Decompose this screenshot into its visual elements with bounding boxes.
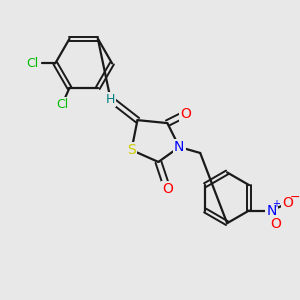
Text: N: N xyxy=(174,140,184,154)
Text: −: − xyxy=(289,191,300,204)
Text: Cl: Cl xyxy=(27,57,39,70)
Text: H: H xyxy=(106,93,115,106)
Text: S: S xyxy=(127,143,136,157)
Text: N: N xyxy=(266,203,277,218)
Text: O: O xyxy=(271,217,281,231)
Text: O: O xyxy=(180,107,191,121)
Text: O: O xyxy=(283,196,293,210)
Text: O: O xyxy=(162,182,173,196)
Text: Cl: Cl xyxy=(56,98,68,111)
Text: +: + xyxy=(272,199,280,209)
